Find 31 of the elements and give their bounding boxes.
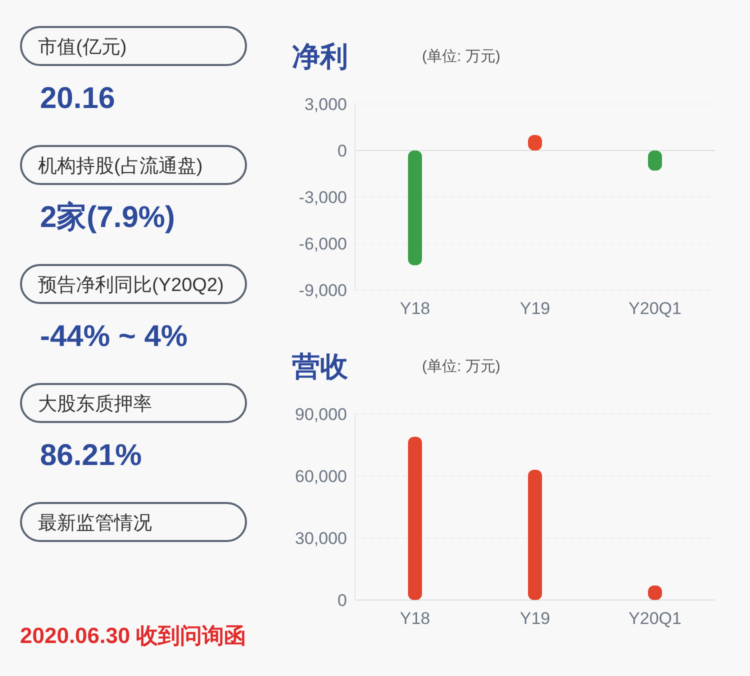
y-tick-label: 90,000 [295, 404, 347, 424]
text: 机构持股(占流通盘) [38, 155, 203, 177]
text: 20.16 [40, 82, 116, 115]
y-tick-label: 3,000 [304, 94, 347, 114]
y-tick-label: 0 [338, 590, 347, 610]
text: 86.21% [40, 439, 142, 472]
y-tick-label: 30,000 [295, 528, 347, 548]
bar [408, 436, 422, 600]
x-tick-label: Y18 [400, 609, 430, 628]
y-tick-label: 60,000 [295, 466, 347, 486]
y-tick-label: 0 [338, 141, 347, 160]
text: 市值(亿元) [38, 36, 127, 58]
text: 2020.06.30 收到问询函 [20, 623, 246, 648]
chart-subtitle: (单位: 万元) [422, 48, 500, 65]
y-tick-label: -6,000 [298, 234, 347, 254]
chart-title: 净利 [292, 41, 348, 72]
y-tick-label: -9,000 [298, 280, 347, 300]
text: 大股东质押率 [38, 393, 152, 415]
text: -44% ~ 4% [40, 320, 188, 353]
x-tick-label: Y20Q1 [628, 299, 682, 318]
text: 最新监管情况 [38, 512, 152, 534]
chart-subtitle: (单位: 万元) [422, 358, 500, 375]
chart-title: 营收 [291, 351, 349, 382]
text: 预告净利同比(Y20Q2) [38, 275, 224, 296]
x-tick-label: Y19 [520, 609, 550, 628]
bar [528, 470, 542, 600]
x-tick-label: Y18 [400, 299, 430, 318]
text: 2家(7.9%) [40, 200, 176, 234]
y-tick-label: -3,000 [298, 188, 347, 207]
x-tick-label: Y19 [520, 299, 550, 318]
x-tick-label: Y20Q1 [628, 609, 682, 628]
